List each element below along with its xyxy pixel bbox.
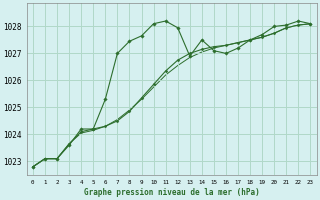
- X-axis label: Graphe pression niveau de la mer (hPa): Graphe pression niveau de la mer (hPa): [84, 188, 260, 197]
